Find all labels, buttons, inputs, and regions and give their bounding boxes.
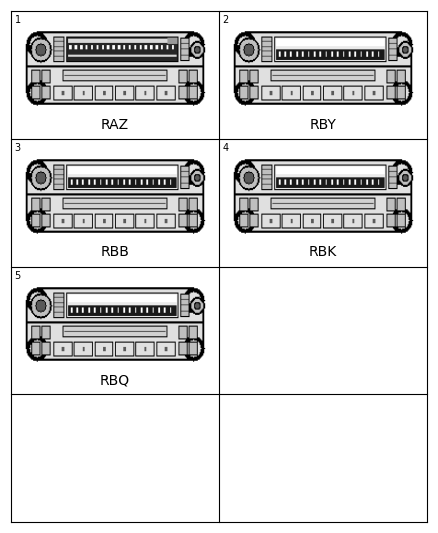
Text: RBB: RBB: [101, 245, 129, 260]
Text: 4: 4: [223, 143, 229, 153]
Text: 1: 1: [14, 15, 21, 25]
Text: RBY: RBY: [310, 117, 336, 132]
Text: RAZ: RAZ: [101, 117, 129, 132]
Text: RBK: RBK: [309, 245, 337, 260]
Text: 2: 2: [223, 15, 229, 25]
Text: RBQ: RBQ: [100, 373, 130, 387]
Text: 5: 5: [14, 271, 21, 281]
Text: 3: 3: [14, 143, 21, 153]
